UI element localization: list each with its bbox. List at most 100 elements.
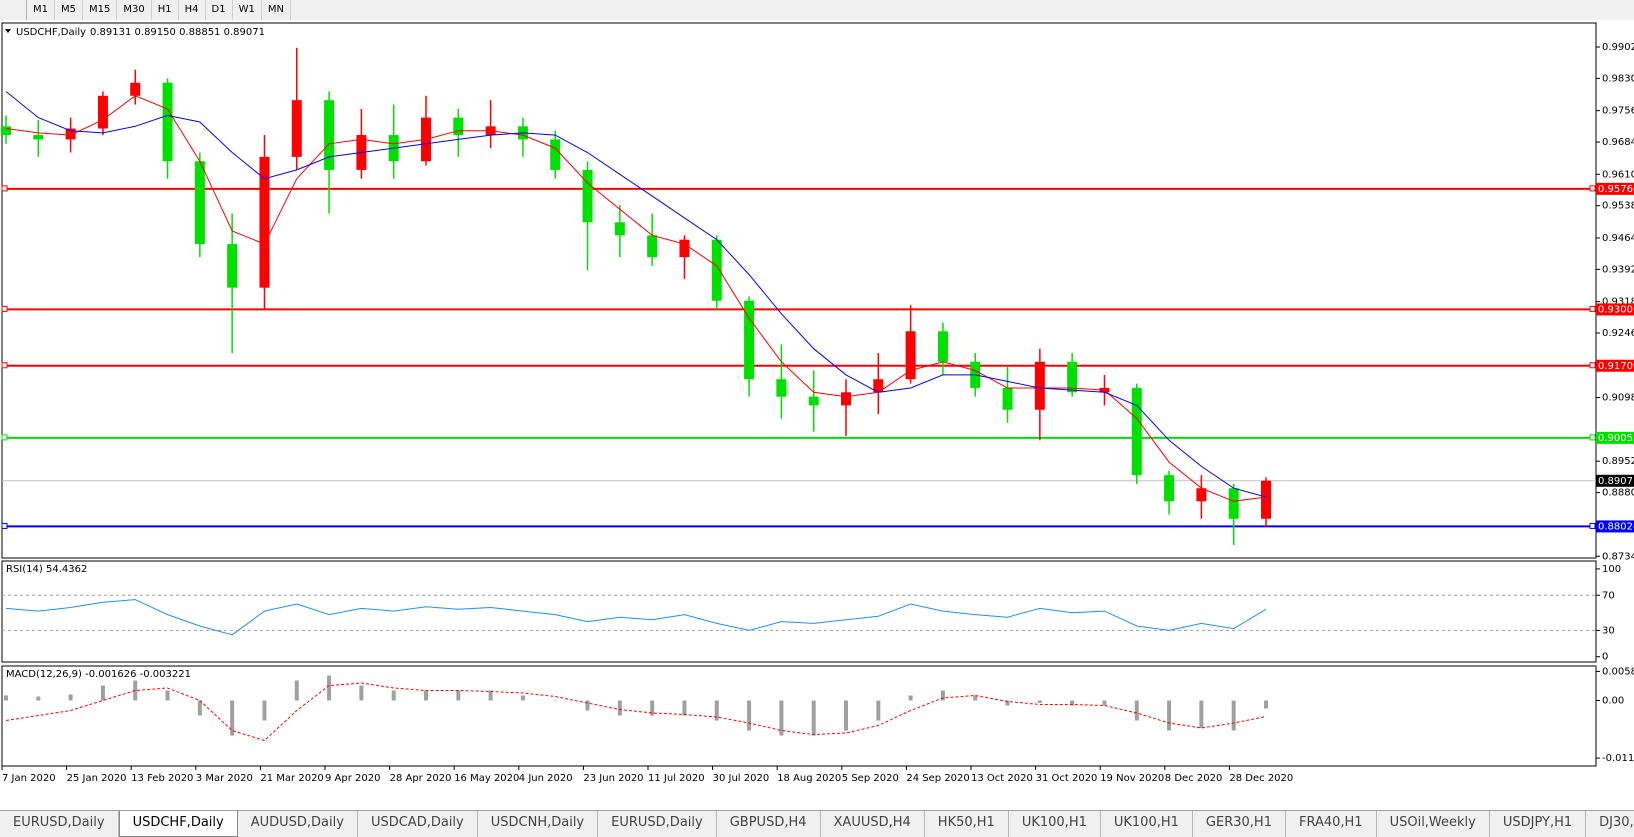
candle-body [744, 300, 755, 380]
chart-tab[interactable]: UK100,H1 [1101, 811, 1193, 837]
candle-body [776, 379, 787, 397]
candle-body [873, 379, 884, 393]
y-tick-label: 0.005818 [1602, 666, 1634, 677]
y-tick-label: 0.87340 [1602, 551, 1634, 562]
timeframe-button[interactable]: M1 [27, 0, 55, 20]
toolbar-icon[interactable] [0, 0, 27, 20]
x-tick-label: 16 May 2020 [454, 773, 519, 784]
y-tick-label: -0.01151 [1602, 753, 1634, 764]
macd-bar [973, 695, 978, 701]
candle-body [227, 244, 238, 288]
timeframe-button[interactable]: M5 [55, 0, 83, 20]
x-tick-label: 24 Sep 2020 [906, 773, 969, 784]
macd-bar [488, 690, 493, 701]
macd-bar [327, 675, 332, 701]
timeframe-button[interactable]: M30 [117, 0, 152, 20]
chart-tab[interactable]: USDCNH,Daily [478, 811, 599, 837]
chart-tab[interactable]: EURUSD,Daily [0, 811, 119, 837]
macd-bar [585, 700, 590, 711]
candle-body [33, 135, 44, 140]
macd-bar [197, 700, 202, 716]
timeframe-button[interactable]: MN [262, 0, 291, 20]
level-label-box [1596, 431, 1634, 444]
chart-tab[interactable]: USDCAD,Daily [358, 811, 478, 837]
level-label-box [1596, 520, 1634, 533]
macd-bar [456, 690, 461, 701]
level-label-box [1596, 359, 1634, 372]
candle-body [65, 128, 76, 140]
chart-tab[interactable]: GBPUSD,H4 [717, 811, 821, 837]
rsi-line [5, 599, 1267, 636]
macd-bar [1134, 700, 1139, 721]
chart-tab[interactable]: USDJPY,H1 [1490, 811, 1587, 837]
candle-body [1196, 488, 1207, 502]
macd-bar [4, 695, 8, 701]
candle-body [1261, 480, 1271, 519]
macd-bar [876, 700, 881, 721]
panel-frame [1, 560, 1597, 663]
chart-tab[interactable]: XAUUSD,H4 [821, 811, 925, 837]
candle-body [1, 126, 11, 136]
chart-tab[interactable]: USOil,Weekly [1377, 811, 1490, 837]
x-tick-label: 28 Apr 2020 [390, 773, 452, 784]
macd-bar [747, 700, 752, 731]
chart-tab[interactable]: FRA40,H1 [1286, 811, 1377, 837]
timeframe-button[interactable]: M15 [83, 0, 118, 20]
chart-tab[interactable]: USDCHF,Daily [118, 811, 238, 837]
level-handle [1589, 185, 1596, 192]
macd-bar [1264, 700, 1268, 709]
macd-bar [262, 700, 267, 721]
timeframe-button[interactable]: H1 [152, 0, 179, 20]
macd-bar [617, 700, 622, 716]
macd-bar [779, 700, 784, 736]
candle-body [550, 139, 561, 170]
chart-tab[interactable]: EURUSD,Daily [598, 811, 717, 837]
candle-body [1002, 387, 1013, 410]
macd-bar [520, 695, 525, 701]
timeframe-button[interactable]: D1 [206, 0, 233, 20]
macd-signal [5, 682, 1267, 742]
x-tick-label: 8 Dec 2020 [1165, 773, 1223, 784]
x-tick-label: 4 Jun 2020 [519, 773, 573, 784]
level-label: 0.88024 [1598, 521, 1634, 532]
chart-tab[interactable]: GER30,H1 [1193, 811, 1286, 837]
x-tick-label: 3 Mar 2020 [196, 773, 253, 784]
timeframe-button[interactable]: H4 [179, 0, 206, 20]
chart-tab[interactable]: UK100,H1 [1009, 811, 1101, 837]
macd-bar [1199, 700, 1204, 728]
indicator-title: MACD(12,26,9) -0.001626 -0.003221 [6, 669, 191, 680]
candle-body [1034, 361, 1045, 410]
chart-tab[interactable]: HK50,H1 [925, 811, 1009, 837]
x-tick-label: 18 Aug 2020 [777, 773, 841, 784]
macd-bar [1005, 700, 1010, 706]
candle-body [194, 161, 205, 245]
timeframe-toolbar: M1 M5 M15 M30 H1 H4 D1 W1 MN [0, 0, 1634, 21]
y-tick-label: 0.00 [1602, 696, 1624, 707]
candle-body [808, 396, 819, 406]
x-tick-label: 13 Feb 2020 [131, 773, 193, 784]
candle-body [324, 100, 335, 170]
level-handle [1589, 305, 1596, 312]
candle-body [841, 392, 851, 406]
y-tick-label: 0 [1602, 652, 1608, 663]
background [0, 20, 1634, 810]
candle-body [291, 100, 302, 157]
level-label-box [1596, 182, 1634, 195]
chart-tab[interactable]: DJ30,Daily [1586, 811, 1634, 837]
timeframe-button[interactable]: W1 [233, 0, 262, 20]
chart-tab[interactable]: AUDUSD,Daily [238, 811, 358, 837]
macd-bar [811, 700, 816, 736]
level-handle [1589, 522, 1596, 529]
x-tick-label: 5 Sep 2020 [842, 773, 899, 784]
